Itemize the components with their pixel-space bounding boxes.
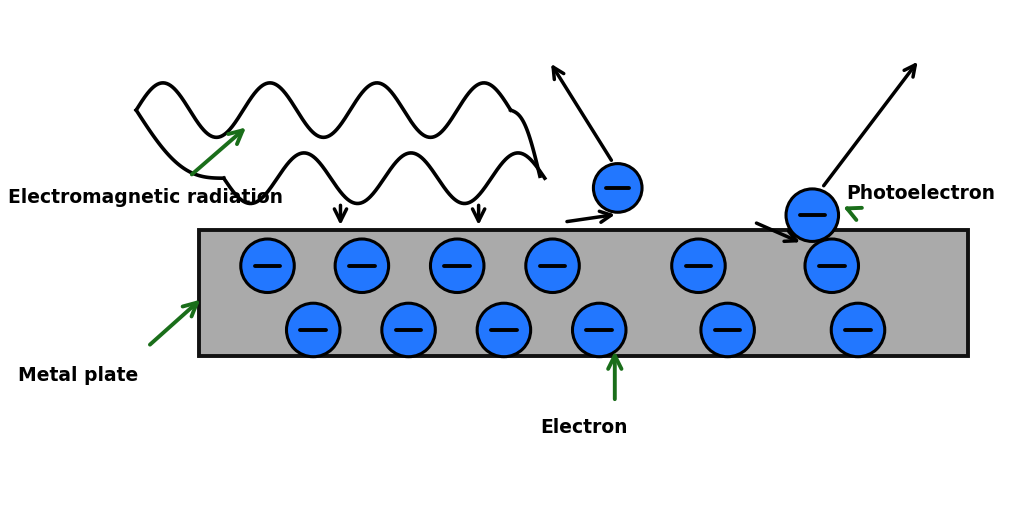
Text: Photoelectron: Photoelectron [846, 184, 995, 203]
Circle shape [805, 239, 858, 292]
Circle shape [572, 303, 626, 357]
Text: Electromagnetic radiation: Electromagnetic radiation [8, 188, 283, 207]
Text: Electron: Electron [540, 418, 628, 437]
Circle shape [430, 239, 484, 292]
Circle shape [831, 303, 885, 357]
Circle shape [593, 163, 642, 212]
Bar [200, 230, 968, 356]
Circle shape [241, 239, 294, 292]
Circle shape [525, 239, 580, 292]
Circle shape [287, 303, 340, 357]
Circle shape [700, 303, 755, 357]
Circle shape [477, 303, 530, 357]
Text: Metal plate: Metal plate [17, 366, 138, 385]
Circle shape [672, 239, 725, 292]
Circle shape [335, 239, 389, 292]
Circle shape [382, 303, 435, 357]
Circle shape [786, 189, 839, 242]
